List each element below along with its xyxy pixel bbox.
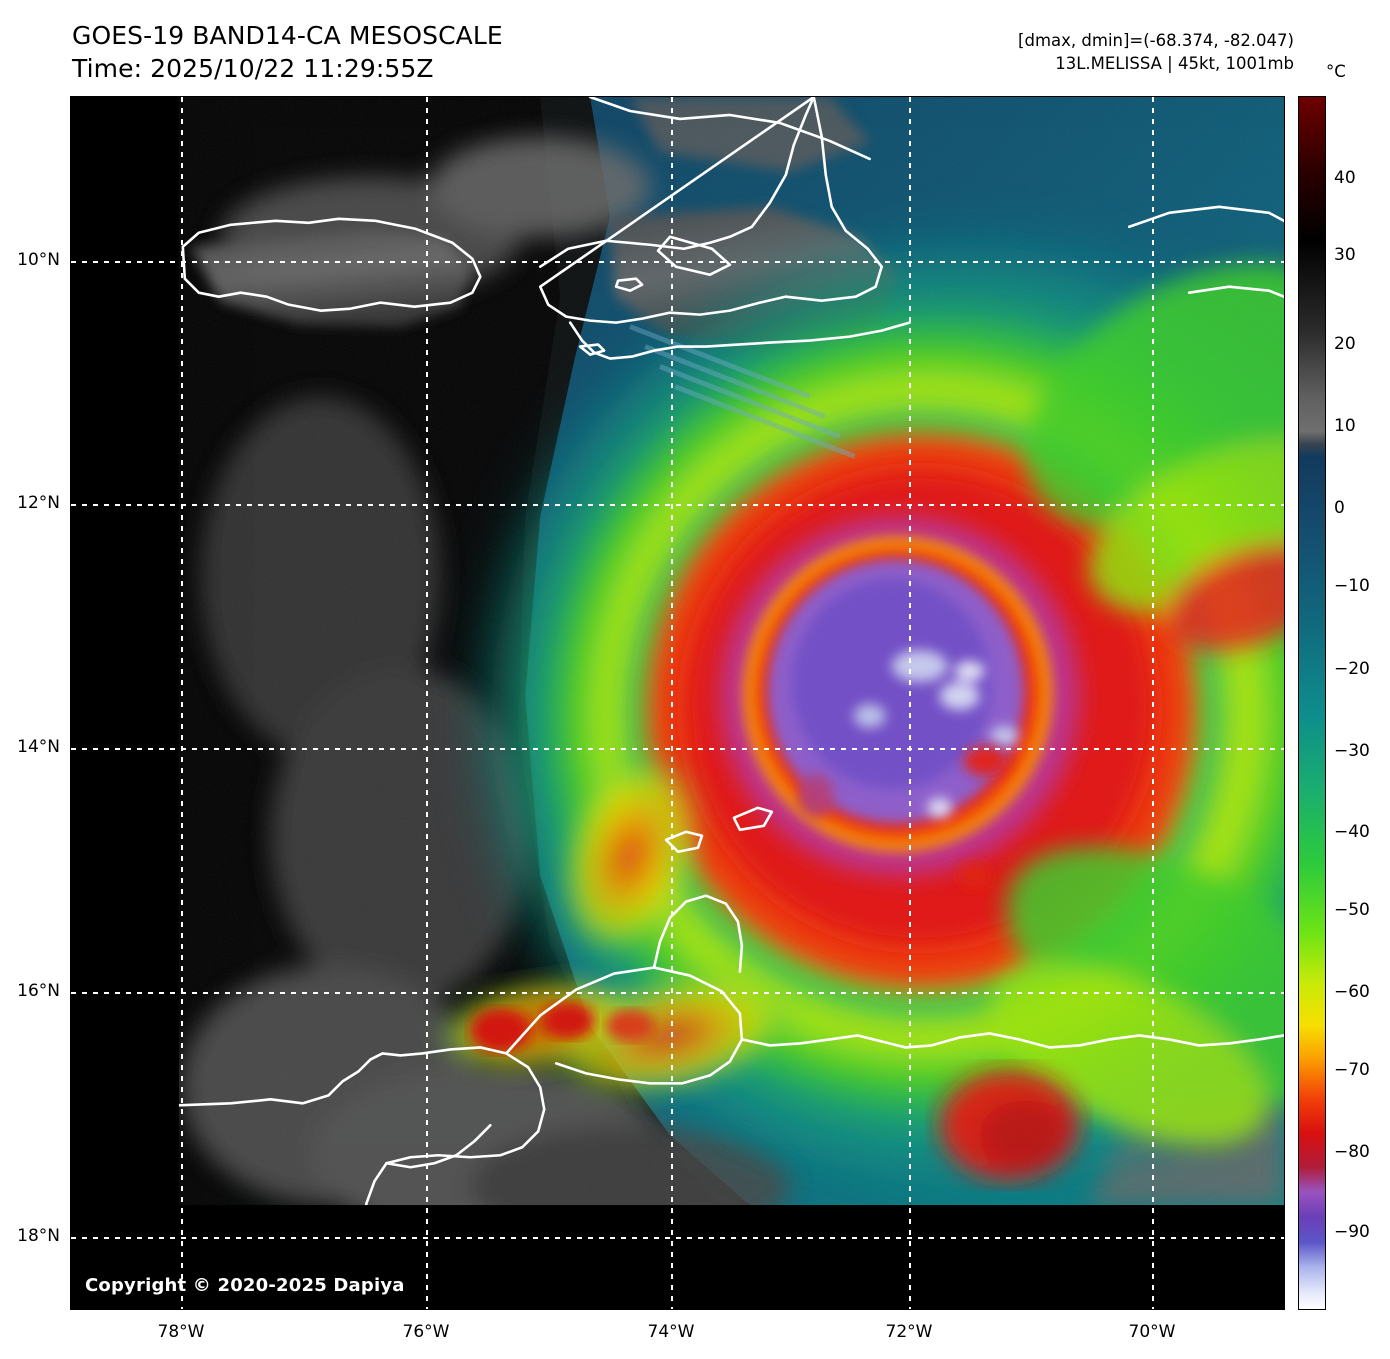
lon-tick-72: 72°W xyxy=(885,1322,933,1342)
lon-tick-78: 78°W xyxy=(157,1322,205,1342)
lat-tick-16: 12°N xyxy=(17,493,60,513)
copyright-label: Copyright © 2020-2025 Dapiya xyxy=(85,1275,405,1296)
cbar-tick-m70: −70 xyxy=(1334,1060,1370,1080)
colorbar-tick-labels: 40 30 20 10 0 −10 −20 −30 −40 −50 −60 −7… xyxy=(1334,96,1390,1310)
cbar-tick-30: 30 xyxy=(1334,245,1356,265)
lat-tick-18: 10°N xyxy=(17,250,60,270)
dmax-dmin-label: [dmax, dmin]=(-68.374, -82.047) xyxy=(1018,31,1294,50)
cbar-tick-40: 40 xyxy=(1334,168,1356,188)
cbar-tick-m90: −90 xyxy=(1334,1222,1370,1242)
title-time-line: Time: 2025/10/22 11:29:55Z xyxy=(72,53,434,83)
colorbar-gradient xyxy=(1299,97,1325,1309)
cbar-tick-m10: −10 xyxy=(1334,576,1370,596)
coastline-overlay xyxy=(178,97,1284,1206)
lon-tick-70: 70°W xyxy=(1128,1322,1176,1342)
satellite-imagery-canvas xyxy=(71,97,1284,1309)
cbar-tick-0: 0 xyxy=(1334,498,1345,518)
colorbar-unit-label: °C xyxy=(1326,62,1346,81)
page-title: GOES-19 BAND14-CA MESOSCALE Time: 2025/1… xyxy=(72,20,503,85)
storm-info-label: 13L.MELISSA | 45kt, 1001mb xyxy=(1055,53,1294,73)
cbar-tick-m40: −40 xyxy=(1334,822,1370,842)
title-product-line: GOES-19 BAND14-CA MESOSCALE xyxy=(72,21,503,50)
cbar-tick-m50: −50 xyxy=(1334,900,1370,920)
cbar-tick-m60: −60 xyxy=(1334,982,1370,1002)
metadata-block: [dmax, dmin]=(-68.374, -82.047) 13L.MELI… xyxy=(1018,30,1294,76)
lat-tick-12: 16°N xyxy=(17,981,60,1001)
lon-tick-74: 74°W xyxy=(647,1322,695,1342)
lat-tick-10: 18°N xyxy=(17,1226,60,1246)
cbar-tick-m30: −30 xyxy=(1334,741,1370,761)
cbar-tick-20: 20 xyxy=(1334,334,1356,354)
cbar-tick-m80: −80 xyxy=(1334,1142,1370,1162)
cbar-tick-10: 10 xyxy=(1334,416,1356,436)
lon-tick-76: 76°W xyxy=(402,1322,450,1342)
lat-tick-14: 14°N xyxy=(17,737,60,757)
colorbar xyxy=(1298,96,1326,1310)
map-plot-area[interactable]: Copyright © 2020-2025 Dapiya xyxy=(70,96,1285,1310)
cbar-tick-m20: −20 xyxy=(1334,659,1370,679)
